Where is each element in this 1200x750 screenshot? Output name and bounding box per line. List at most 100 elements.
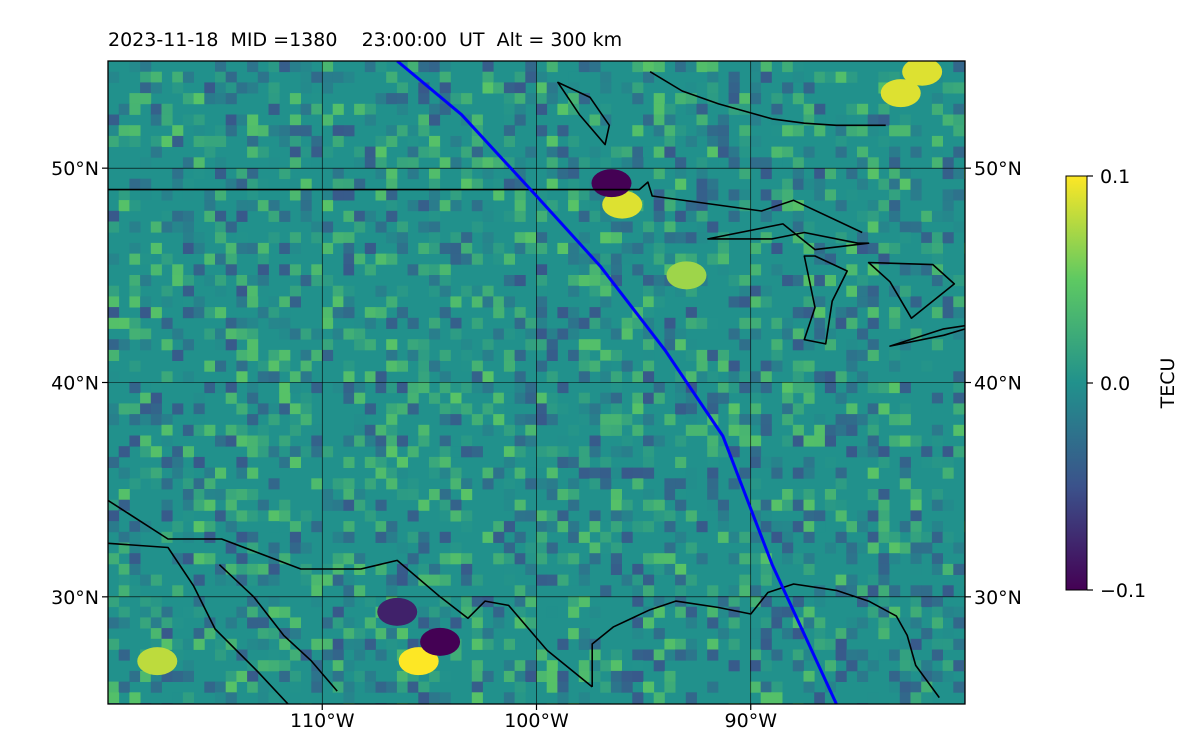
tec-cell — [792, 403, 804, 415]
tec-cell — [589, 360, 601, 372]
tec-cell — [653, 125, 665, 137]
tec-cell — [664, 649, 676, 661]
tec-cell — [204, 628, 216, 640]
tec-cell — [503, 456, 515, 468]
tec-cell — [236, 210, 248, 222]
graticule — [108, 61, 965, 704]
tec-cell — [782, 146, 794, 158]
tec-cell — [899, 221, 911, 233]
tec-cell — [750, 71, 762, 83]
tec-cell — [610, 510, 622, 522]
tec-cell — [289, 403, 301, 415]
tec-cell — [236, 82, 248, 94]
tec-cell — [257, 253, 269, 265]
tec-cell — [225, 392, 237, 404]
tec-cell — [707, 317, 719, 329]
tec-cell — [931, 264, 943, 276]
tec-cell — [931, 596, 943, 608]
tec-cell — [610, 681, 622, 693]
tec-cell — [792, 628, 804, 640]
tec-cell — [685, 703, 697, 704]
tec-cell — [750, 585, 762, 597]
tec-cell — [546, 157, 558, 169]
tec-cell — [503, 521, 515, 533]
tec-cell — [878, 382, 890, 394]
tec-cell — [653, 200, 665, 212]
tec-cell — [354, 210, 366, 222]
tec-cell — [931, 435, 943, 447]
tec-cell — [760, 360, 772, 372]
tec-cell — [750, 628, 762, 640]
tec-cell — [396, 157, 408, 169]
tec-cell — [450, 189, 462, 201]
tec-cell — [717, 349, 729, 361]
tec-cell — [461, 596, 473, 608]
tec-cell — [824, 382, 836, 394]
tec-cell — [439, 285, 451, 297]
tec-cell — [857, 649, 869, 661]
tec-cell — [236, 317, 248, 329]
tec-cell — [931, 135, 943, 147]
tec-cell — [643, 307, 655, 319]
tec-cell — [247, 61, 259, 73]
tec-cell — [792, 553, 804, 565]
tec-cell — [236, 489, 248, 501]
tec-cell — [685, 317, 697, 329]
great-lake-outline — [707, 223, 870, 251]
tec-cell — [578, 317, 590, 329]
tec-cell — [792, 61, 804, 73]
tec-cell — [931, 242, 943, 254]
tec-cell — [396, 360, 408, 372]
tec-cell — [771, 531, 783, 543]
tec-cell — [632, 424, 644, 436]
tec-cell — [193, 628, 205, 640]
tec-cell — [621, 157, 633, 169]
tec-cell — [589, 146, 601, 158]
tec-cell — [739, 135, 751, 147]
tec-cell — [140, 339, 152, 351]
tec-cell — [129, 317, 141, 329]
tec-cell — [215, 93, 227, 105]
tec-cell — [172, 585, 184, 597]
tec-cell — [771, 521, 783, 533]
tec-cell — [685, 82, 697, 94]
tec-cell — [621, 146, 633, 158]
tec-cell — [182, 339, 194, 351]
tec-cell — [600, 157, 612, 169]
tec-cell — [418, 692, 430, 704]
tec-cell — [835, 232, 847, 244]
tec-cell — [429, 392, 441, 404]
tec-cell — [910, 328, 922, 340]
tec-cell — [546, 146, 558, 158]
tec-cell — [546, 403, 558, 415]
tec-cell — [931, 489, 943, 501]
tec-cell — [503, 424, 515, 436]
tec-cell — [364, 638, 376, 650]
tec-cell — [814, 510, 826, 522]
tec-cell — [750, 435, 762, 447]
tec-cell — [215, 189, 227, 201]
tec-cell — [450, 446, 462, 458]
tec-cell — [311, 382, 323, 394]
tec-cell — [664, 478, 676, 490]
tec-cell — [621, 328, 633, 340]
tec-cell — [643, 371, 655, 383]
tec-cell — [782, 382, 794, 394]
tec-cell — [343, 392, 355, 404]
tec-cell — [707, 253, 719, 265]
tec-cell — [193, 157, 205, 169]
tec-cell — [311, 71, 323, 83]
tec-cell — [899, 456, 911, 468]
tec-cell — [899, 125, 911, 137]
tec-cell — [108, 307, 120, 319]
tec-cell — [439, 553, 451, 565]
tec-cell — [857, 296, 869, 308]
tec-cell — [675, 456, 687, 468]
tec-cell — [867, 168, 879, 180]
tec-cell — [878, 574, 890, 586]
tec-cell — [450, 200, 462, 212]
tec-cell — [632, 414, 644, 426]
tec-cell — [514, 382, 526, 394]
tec-cell — [108, 135, 120, 147]
tec-cell — [685, 339, 697, 351]
